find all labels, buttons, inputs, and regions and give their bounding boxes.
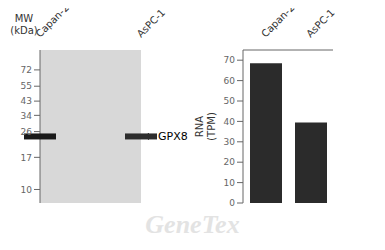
svg-text:17: 17: [21, 153, 32, 163]
svg-text:50: 50: [224, 96, 236, 106]
svg-text:40: 40: [224, 117, 236, 127]
svg-text:AsPC-1: AsPC-1: [135, 8, 168, 39]
svg-text:10: 10: [224, 178, 236, 188]
svg-text:70: 70: [224, 55, 236, 65]
html-text:MW: MW: [14, 13, 34, 24]
svg-text:26: 26: [21, 127, 33, 137]
svg-text:Capan-2: Capan-2: [34, 8, 71, 39]
svg-text:20: 20: [224, 157, 236, 167]
svg-text:10: 10: [21, 185, 33, 195]
svg-text:72: 72: [21, 65, 32, 75]
svg-text:55: 55: [21, 81, 32, 91]
svg-text:RNA(TPM): RNA(TPM): [194, 112, 217, 141]
html-text:GeneTex: GeneTex: [145, 210, 240, 239]
svg-text:43: 43: [21, 96, 32, 106]
svg-text:34: 34: [21, 111, 33, 121]
svg-text:60: 60: [224, 76, 236, 86]
html-text:(kDa): (kDa): [10, 25, 38, 36]
svg-text:GPX8: GPX8: [158, 130, 188, 143]
svg-text:Capan-2: Capan-2: [259, 8, 296, 39]
svg-text:AsPC-1: AsPC-1: [304, 8, 337, 39]
svg-text:30: 30: [224, 137, 236, 147]
svg-text:0: 0: [229, 198, 235, 208]
